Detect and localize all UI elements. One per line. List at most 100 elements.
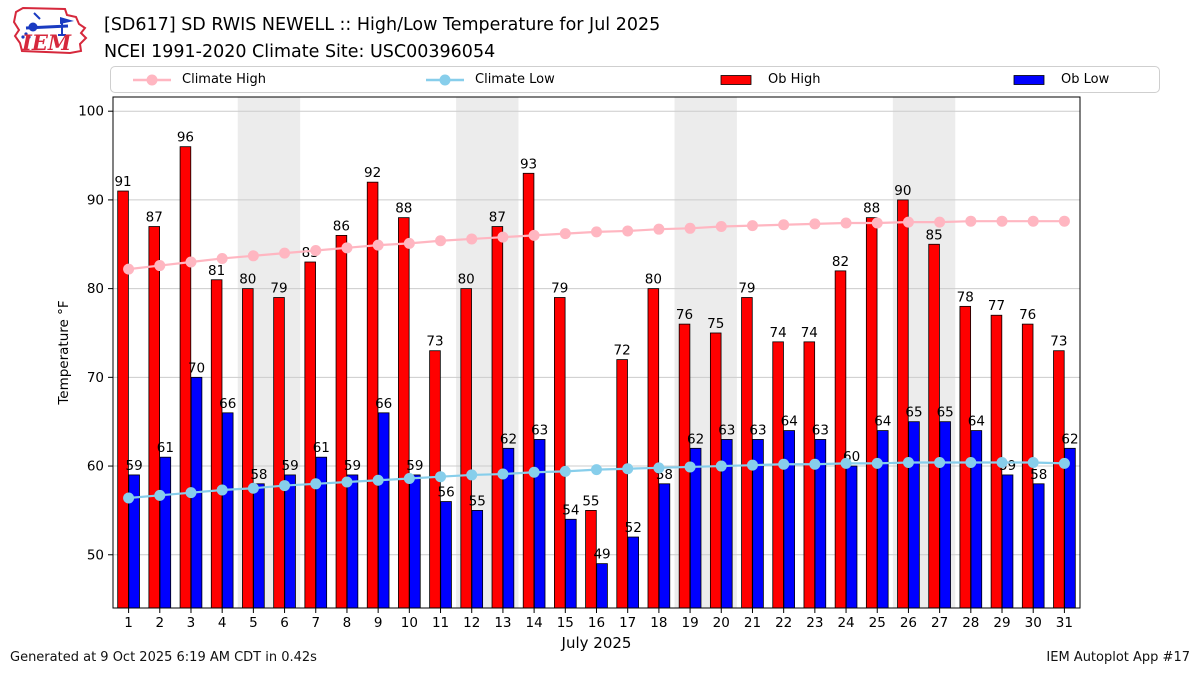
ob-high-bar [179, 146, 192, 609]
x-tick-label: 31 [1056, 615, 1073, 631]
ob-high-bar [491, 226, 504, 609]
bar-value-label: 52 [625, 520, 642, 536]
ob-high-bar [803, 341, 816, 609]
bar-value-label: 70 [188, 360, 205, 376]
x-tick-label: 2 [155, 615, 164, 631]
climate-high-marker [684, 222, 696, 234]
bar-value-label: 93 [520, 156, 537, 172]
ob-high-bar [928, 243, 940, 609]
bar-value-label: 87 [146, 210, 163, 226]
climate-high-marker [965, 215, 977, 227]
bar-value-label: 49 [593, 547, 610, 563]
bar-value-label: 62 [500, 431, 517, 447]
app-credit: IEM Autoplot App #17 [1046, 650, 1190, 665]
ob-low-bar [596, 563, 608, 609]
climate-high-marker [528, 229, 540, 241]
x-tick-label: 11 [432, 615, 449, 631]
climate-high-marker [902, 216, 914, 228]
y-tick-label: 80 [87, 281, 104, 297]
bar-value-label: 96 [177, 130, 194, 146]
bar-value-label: 58 [250, 467, 267, 483]
x-tick-label: 12 [463, 615, 480, 631]
bar-value-label: 76 [676, 307, 693, 323]
x-tick-label: 1 [124, 615, 133, 631]
ob-high-bar [148, 226, 160, 609]
bar-value-label: 91 [114, 174, 131, 190]
climate-low-marker [996, 457, 1008, 469]
bar-value-label: 80 [645, 272, 662, 288]
bar-value-label: 77 [988, 298, 1005, 314]
climate-high-marker [778, 219, 790, 231]
climate-high-marker [653, 223, 665, 235]
x-tick-label: 10 [401, 615, 418, 631]
bar-value-label: 86 [333, 218, 350, 234]
bar-value-label: 63 [812, 422, 829, 438]
x-tick-label: 13 [494, 615, 511, 631]
climate-low-marker [746, 459, 758, 471]
legend-item-ob-low: Ob Low [1010, 72, 1109, 87]
bar-value-label: 59 [126, 458, 143, 474]
page-subtitle: NCEI 1991-2020 Climate Site: USC00396054 [104, 42, 496, 62]
climate-high-marker [840, 217, 852, 229]
climate-low-marker [154, 489, 166, 501]
ob-high-bar [616, 359, 628, 609]
bar-value-label: 74 [801, 325, 818, 341]
bar-value-label: 59 [282, 458, 299, 474]
legend-label: Ob Low [1061, 72, 1110, 87]
bar-value-label: 62 [1061, 431, 1078, 447]
climate-high-marker [1058, 215, 1070, 227]
bar-value-label: 73 [1050, 334, 1067, 350]
iem-logo: IEM [12, 6, 88, 55]
climate-high-marker [746, 220, 758, 232]
bar-value-label: 85 [925, 227, 942, 243]
ob-low-bar [689, 447, 702, 609]
ob-low-bar [908, 421, 920, 609]
ob-low-bar [1064, 447, 1076, 609]
climate-low-marker [528, 466, 540, 478]
ob-high-bar [647, 288, 660, 609]
climate-high-marker [622, 225, 634, 237]
bar-value-label: 80 [239, 272, 256, 288]
climate-high-marker [247, 250, 259, 262]
bar-value-label: 79 [551, 280, 568, 296]
bar-value-label: 63 [718, 422, 735, 438]
climate-low-marker [1058, 457, 1070, 469]
bar-value-label: 74 [770, 325, 787, 341]
x-tick-label: 14 [526, 615, 543, 631]
legend-label: Climate High [182, 72, 267, 87]
legend-item-climate-low: Climate Low [424, 72, 717, 87]
climate-high-marker [809, 218, 821, 230]
ob-high-bar [834, 270, 847, 609]
bar-value-label: 65 [937, 405, 954, 421]
climate-high-marker [154, 260, 166, 272]
ob-low-bar [1033, 483, 1045, 609]
x-tick-label: 23 [806, 615, 823, 631]
climate-high-marker [1027, 215, 1039, 227]
climate-high-marker [372, 239, 384, 251]
ob-high-bar [304, 261, 316, 609]
y-tick-label: 100 [78, 104, 104, 120]
ob-high-bar [554, 297, 566, 609]
ob-low-bar [253, 483, 265, 609]
x-tick-label: 26 [900, 615, 917, 631]
x-tick-label: 7 [311, 615, 320, 631]
ob-high-legend-icon [720, 74, 752, 85]
ob-low-bar [845, 465, 858, 609]
x-tick-label: 19 [681, 615, 698, 631]
climate-low-marker [715, 460, 727, 472]
x-tick-label: 25 [869, 615, 886, 631]
bar-value-label: 79 [270, 280, 287, 296]
climate-high-marker [216, 252, 228, 264]
bar-value-label: 55 [469, 493, 486, 509]
bar-value-label: 64 [968, 414, 985, 430]
legend-label: Climate Low [475, 72, 555, 87]
climate-low-marker [622, 463, 634, 475]
ob-high-bar [335, 234, 348, 609]
ob-low-legend-icon [1013, 74, 1045, 85]
climate-high-marker [871, 217, 883, 229]
iowa-outline [12, 6, 88, 55]
ob-low-bar [377, 412, 390, 609]
ob-low-bar [1001, 474, 1014, 609]
